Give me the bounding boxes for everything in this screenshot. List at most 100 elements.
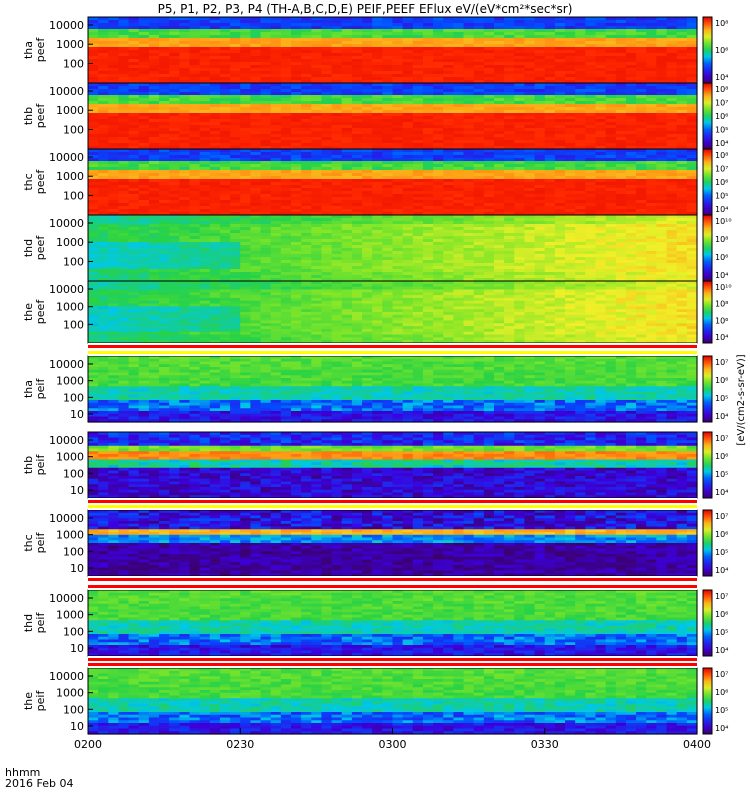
heatmap-cell	[575, 194, 586, 198]
heatmap-cell	[463, 26, 475, 30]
heatmap-cell	[443, 101, 454, 105]
heatmap-cell	[544, 188, 556, 192]
heatmap-cell	[301, 122, 312, 126]
heatmap-cell	[118, 179, 130, 183]
heatmap-cell	[311, 152, 323, 156]
heatmap-cell	[280, 38, 292, 42]
heatmap-cell	[554, 128, 566, 132]
heatmap-cell	[575, 119, 586, 123]
heatmap-cell	[148, 71, 160, 75]
heatmap-cell	[240, 74, 251, 78]
heatmap-cell	[209, 146, 221, 150]
heatmap-cell	[351, 65, 363, 69]
heatmap-cell	[656, 80, 668, 84]
heatmap-cell	[392, 56, 404, 60]
heatmap-cell	[565, 164, 576, 168]
heatmap-cell	[189, 128, 201, 132]
heatmap-cell	[351, 158, 363, 162]
heatmap-cell	[148, 212, 160, 216]
heatmap-cell	[575, 35, 586, 39]
heatmap-cell	[676, 80, 688, 84]
heatmap-cell	[433, 32, 444, 36]
heatmap-cell	[646, 116, 657, 120]
heatmap-cell	[291, 17, 302, 21]
heatmap-cell	[412, 98, 424, 102]
heatmap-cell	[483, 179, 495, 183]
heatmap-cell	[504, 50, 515, 54]
heatmap-cell	[341, 185, 353, 189]
heatmap-cell	[362, 62, 373, 66]
heatmap-cell	[402, 143, 414, 147]
heatmap-cell	[240, 140, 251, 144]
heatmap-cell	[504, 20, 515, 24]
y-tick-label: 100	[63, 57, 84, 70]
heatmap-cell	[443, 71, 454, 75]
heatmap-cell	[169, 182, 180, 186]
heatmap-cell	[270, 182, 282, 186]
heatmap-cell	[422, 212, 434, 216]
heatmap-cell	[615, 77, 627, 81]
heatmap-cell	[666, 110, 678, 114]
heatmap-cell	[534, 20, 546, 24]
heatmap-cell	[159, 188, 170, 192]
heatmap-cell	[504, 137, 515, 141]
heatmap-cell	[199, 194, 211, 198]
heatmap-cell	[311, 62, 323, 66]
heatmap-cell	[666, 47, 678, 51]
heatmap-cell	[311, 50, 323, 54]
heatmap-cell	[463, 194, 475, 198]
heatmap-cell	[443, 185, 454, 189]
heatmap-cell	[108, 203, 120, 207]
heatmap-cell	[148, 86, 160, 90]
heatmap-cell	[179, 167, 191, 171]
heatmap-cell	[331, 20, 343, 24]
heatmap-cell	[676, 47, 688, 51]
heatmap-cell	[433, 113, 444, 117]
heatmap-cell	[240, 38, 251, 42]
heatmap-cell	[108, 113, 120, 117]
heatmap-cell	[534, 188, 546, 192]
heatmap-cell	[504, 65, 515, 69]
heatmap-cell	[412, 119, 424, 123]
heatmap-cell	[148, 80, 160, 84]
heatmap-cell	[148, 41, 160, 45]
heatmap-cell	[463, 137, 475, 141]
heatmap-cell	[524, 149, 536, 153]
heatmap-cell	[301, 140, 312, 144]
heatmap-cell	[443, 146, 454, 150]
heatmap-cell	[108, 125, 120, 129]
heatmap-cell	[148, 143, 160, 147]
heatmap-cell	[148, 179, 160, 183]
y-label-probe: tha	[22, 41, 35, 59]
heatmap-cell	[625, 104, 637, 108]
heatmap-cell	[605, 47, 617, 51]
heatmap-cell	[270, 122, 282, 126]
heatmap-cell	[473, 200, 485, 204]
heatmap-cell	[412, 101, 424, 105]
heatmap-cell	[240, 161, 251, 165]
heatmap-cell	[666, 23, 678, 27]
heatmap-cell	[189, 17, 201, 21]
heatmap-cell	[483, 197, 495, 201]
heatmap-cell	[291, 170, 302, 174]
heatmap-cell	[443, 152, 454, 156]
heatmap-cell	[656, 92, 668, 96]
heatmap-cell	[159, 20, 170, 24]
heatmap-cell	[463, 188, 475, 192]
heatmap-cell	[585, 158, 597, 162]
heatmap-cell	[686, 23, 698, 27]
heatmap-cell	[402, 209, 414, 213]
heatmap-cell	[260, 158, 272, 162]
heatmap-cell	[514, 29, 526, 33]
heatmap-cell	[514, 200, 526, 204]
heatmap-cell	[443, 92, 454, 96]
heatmap-cell	[646, 77, 657, 81]
heatmap-cell	[169, 128, 180, 132]
heatmap-cell	[230, 182, 241, 186]
heatmap-cell	[372, 77, 383, 81]
heatmap-cell	[98, 26, 109, 30]
heatmap-cell	[98, 161, 109, 165]
heatmap-cell	[392, 152, 404, 156]
heatmap-cell	[362, 71, 373, 75]
heatmap-cell	[148, 191, 160, 195]
